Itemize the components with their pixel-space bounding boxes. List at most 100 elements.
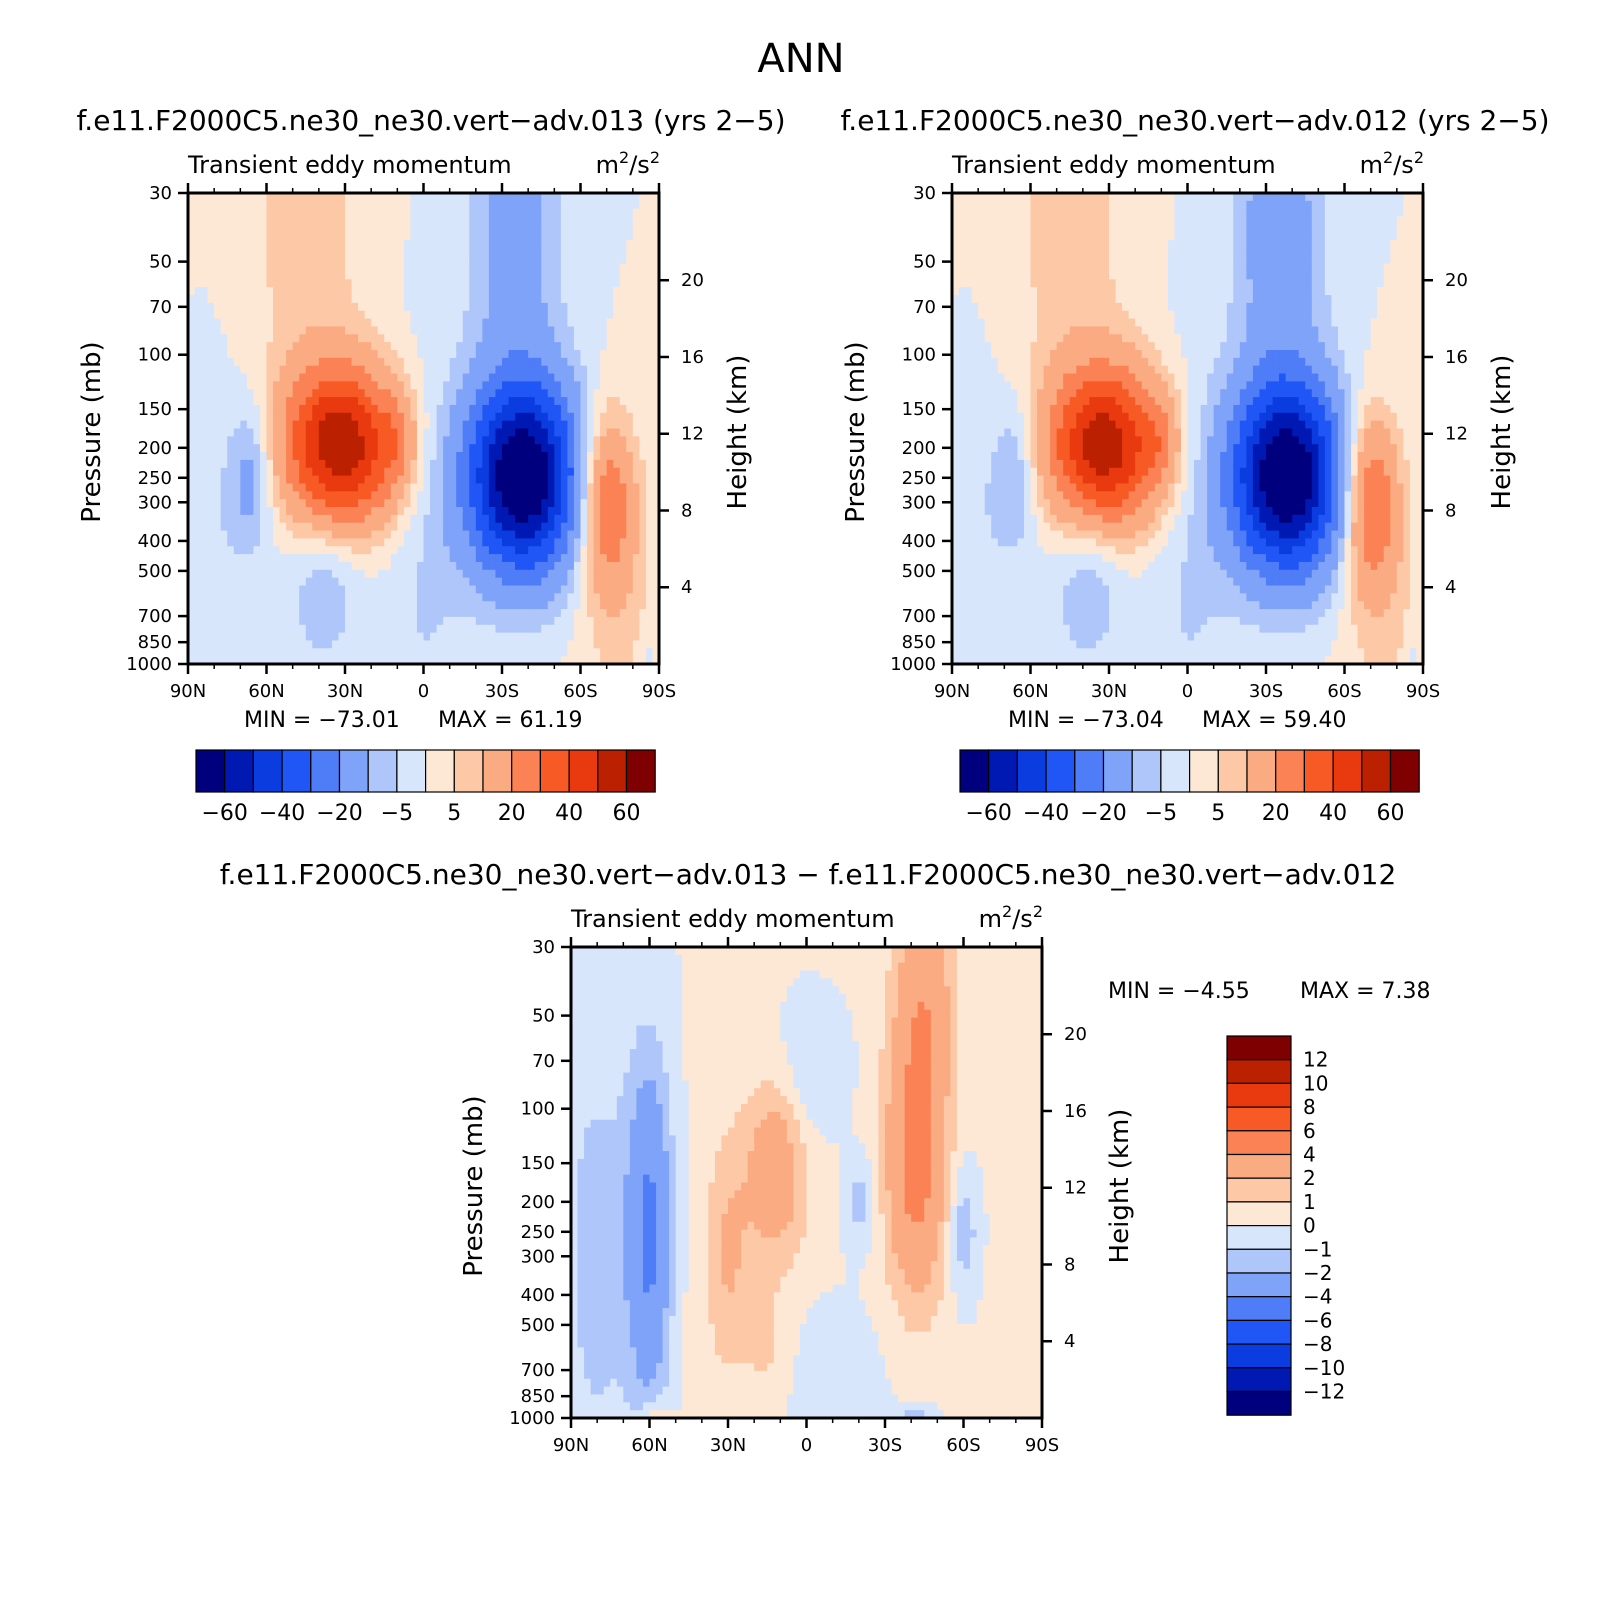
field-cell [965, 208, 973, 218]
field-cell [423, 616, 431, 626]
field-cell [652, 255, 660, 265]
field-cell [613, 334, 621, 343]
field-cell [364, 624, 372, 634]
field-cell [560, 616, 569, 626]
field-cell [345, 561, 353, 571]
field-cell [443, 404, 451, 414]
field-cell [502, 255, 510, 265]
field-cell [377, 569, 385, 579]
field-cell [502, 640, 510, 649]
field-cell [259, 208, 268, 218]
field-cell [488, 365, 497, 375]
field-cell [456, 491, 464, 500]
field-cell [984, 554, 992, 563]
field-cell [266, 546, 274, 555]
field-cell [325, 271, 333, 280]
field-cell [286, 216, 294, 225]
field-cell [978, 200, 986, 210]
field-cell [482, 318, 490, 328]
field-cell [528, 499, 536, 508]
field-cell [567, 255, 575, 265]
field-cell [233, 538, 241, 547]
field-cell [528, 326, 536, 335]
field-cell [416, 656, 425, 665]
field-cell [371, 546, 379, 555]
field-cell [220, 491, 228, 500]
field-cell [528, 428, 536, 437]
field-cell [246, 318, 255, 328]
field-cell [299, 436, 307, 445]
field-cell [259, 538, 268, 547]
field-cell [1010, 302, 1019, 312]
field-cell [567, 381, 575, 390]
field-cell [220, 569, 228, 579]
field-cell [632, 342, 640, 351]
field-cell [214, 279, 222, 288]
field-cell [488, 240, 497, 249]
field-cell [971, 216, 979, 225]
field-cell [600, 624, 608, 634]
field-cell [1004, 609, 1012, 618]
field-cell [462, 193, 470, 202]
field-cell [984, 404, 992, 414]
field-cell [286, 357, 294, 367]
field-cell [312, 193, 320, 202]
field-cell [600, 357, 608, 367]
field-cell [390, 365, 398, 375]
field-cell [305, 522, 313, 532]
field-cell [292, 350, 300, 359]
field-cell [528, 232, 536, 241]
field-cell [325, 632, 333, 642]
field-cell [443, 483, 451, 492]
field-cell [188, 287, 196, 296]
field-cell [965, 404, 973, 414]
field-cell [259, 216, 268, 225]
field-cell [600, 483, 608, 492]
field-cell [952, 295, 960, 304]
field-cell [971, 193, 979, 202]
field-cell [266, 593, 274, 602]
field-cell [554, 310, 562, 320]
field-cell [403, 585, 412, 594]
field-cell [971, 444, 979, 453]
field-cell [645, 310, 654, 320]
field-cell [958, 640, 966, 649]
field-cell [600, 318, 608, 328]
field-cell [534, 530, 542, 539]
field-cell [390, 271, 398, 280]
field-cell [965, 609, 973, 618]
field-cell [345, 279, 353, 288]
field-cell [194, 569, 202, 579]
field-cell [984, 656, 992, 665]
field-cell [286, 279, 294, 288]
field-cell [227, 279, 235, 288]
field-cell [567, 216, 575, 225]
field-cell [462, 577, 470, 587]
field-cell [358, 616, 366, 626]
field-cell [390, 459, 398, 469]
field-cell [626, 318, 634, 328]
field-cell [541, 255, 549, 265]
field-cell [626, 483, 634, 492]
field-cell [567, 452, 575, 461]
field-cell [201, 381, 209, 390]
field-cell [958, 255, 966, 265]
field-cell [619, 499, 627, 508]
field-cell [593, 624, 601, 634]
field-cell [991, 302, 999, 312]
field-cell [397, 412, 405, 422]
field-cell [984, 381, 992, 390]
field-cell [580, 310, 588, 320]
field-cell [606, 397, 614, 406]
field-cell [305, 350, 313, 359]
field-cell [1004, 224, 1012, 233]
field-cell [593, 514, 601, 524]
field-cell [606, 279, 614, 288]
field-cell [488, 601, 497, 610]
field-cell [384, 397, 392, 406]
field-cell [338, 287, 346, 296]
field-cell [587, 295, 595, 304]
field-cell [279, 648, 287, 657]
field-cell [991, 404, 999, 414]
field-cell [390, 577, 398, 587]
